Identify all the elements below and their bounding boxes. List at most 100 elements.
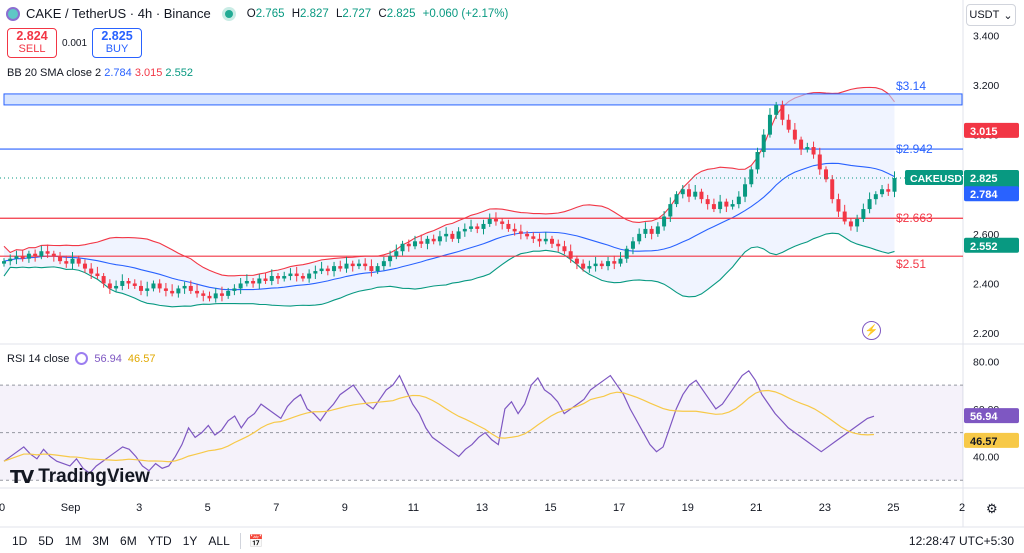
bb-upper-tag-text: 3.015 — [970, 126, 998, 138]
candle-body — [892, 178, 897, 192]
candle-body — [300, 276, 305, 279]
rsi-legend[interactable]: RSI 14 close 56.94 46.57 — [7, 352, 156, 365]
x-tick-label: 5 — [205, 502, 211, 514]
candle-body — [612, 261, 617, 264]
candle-body — [705, 199, 710, 205]
candle-body — [873, 194, 878, 200]
level-label: $2.51 — [896, 257, 926, 271]
candle-body — [406, 243, 411, 247]
candle-body — [724, 201, 729, 207]
x-tick-label: 19 — [682, 502, 694, 514]
candle-body — [232, 288, 237, 291]
candle-body — [437, 236, 442, 242]
candle-body — [95, 273, 100, 277]
candle-body — [848, 221, 853, 227]
timeframe-ytd[interactable]: YTD — [147, 533, 172, 548]
candle-body — [531, 236, 536, 239]
clock[interactable]: 12:28:47 UTC+5:30 — [908, 534, 1014, 548]
candle-body — [824, 169, 828, 180]
tradingview-logo-icon: 𝗧𝗩 — [10, 466, 34, 487]
x-tick-label: 25 — [887, 502, 899, 514]
candle-body — [817, 154, 822, 170]
candle-body — [319, 268, 324, 272]
resistance-zone — [3, 93, 963, 106]
candle-body — [730, 204, 735, 207]
candle-body — [743, 184, 748, 197]
candle-body — [680, 189, 685, 195]
candle-body — [450, 233, 455, 239]
buy-button[interactable]: 2.825 BUY — [92, 28, 142, 58]
currency-select[interactable]: USDT ⌄ — [966, 4, 1016, 26]
chart-header: CAKE / TetherUS · 4h · Binance O2.765 H2… — [6, 6, 512, 21]
symbol-tag — [905, 170, 963, 186]
candle-body — [668, 204, 673, 217]
candle-body — [606, 261, 611, 267]
candle-body — [269, 276, 274, 281]
bb-basis-line — [3, 162, 895, 291]
candle-body — [842, 211, 847, 222]
ohlc-values: O2.765 H2.827 L2.727 C2.825 +0.060 (+2.1… — [246, 7, 509, 20]
x-tick-label: 2 — [959, 502, 965, 514]
candle-body — [780, 104, 785, 120]
candle-body — [799, 139, 804, 150]
candle-body — [537, 238, 542, 242]
timeframe-5d[interactable]: 5D — [38, 533, 54, 548]
candle-body — [8, 258, 13, 262]
candle-body — [687, 189, 691, 197]
cake-logo-icon — [6, 6, 20, 21]
candle-body — [338, 266, 343, 269]
rsi-ma-tag — [964, 432, 1019, 448]
candle-body — [861, 209, 866, 219]
timeframe-3m[interactable]: 3M — [92, 533, 110, 548]
timeframe-selector: 1D 5D 1M 3M 6M YTD 1Y ALL — [12, 534, 230, 548]
flash-icon[interactable]: ⚡ — [862, 321, 881, 340]
candle-body — [76, 258, 81, 264]
candle-body — [263, 278, 268, 281]
bb-legend[interactable]: BB 20 SMA close 2 2.784 3.015 2.552 — [7, 67, 193, 79]
candle-body — [792, 129, 797, 140]
candle-body — [736, 196, 741, 205]
bb-upper-tag — [964, 122, 1019, 138]
candle-body — [774, 104, 779, 115]
candle-body — [643, 228, 648, 234]
candle-body — [593, 263, 598, 267]
candle-body — [469, 226, 474, 229]
calendar-range-icon[interactable]: 📅 — [248, 533, 264, 548]
level-label: $2.942 — [896, 142, 933, 156]
candle-body — [811, 147, 816, 155]
symbol-title[interactable]: CAKE / TetherUS · 4h · Binance — [26, 6, 211, 21]
candle-body — [481, 223, 486, 229]
sell-button[interactable]: 2.824 SELL — [7, 28, 57, 58]
timeframe-all[interactable]: ALL — [208, 533, 230, 548]
candle-body — [525, 233, 530, 237]
y-tick-label: 3.200 — [973, 80, 999, 92]
candle-body — [157, 283, 162, 289]
x-tick-label: 21 — [750, 502, 762, 514]
candle-body — [201, 293, 206, 296]
settings-icon[interactable]: ⚙ — [986, 501, 998, 516]
candle-body — [70, 258, 75, 264]
timeframe-1d[interactable]: 1D — [12, 533, 28, 548]
timeframe-6m[interactable]: 6M — [120, 533, 137, 548]
x-tick-label: 13 — [476, 502, 488, 514]
x-tick-label: 7 — [273, 502, 279, 514]
candle-body — [151, 283, 156, 289]
rsi-tick-label: 40.00 — [973, 451, 999, 463]
candle-body — [456, 231, 461, 239]
y-tick-label: 3.400 — [973, 30, 999, 42]
timeframe-1m[interactable]: 1M — [64, 533, 82, 548]
candle-body — [805, 147, 810, 150]
candle-body — [581, 263, 586, 269]
candle-body — [375, 266, 380, 272]
candle-body — [562, 246, 567, 252]
candle-body — [836, 199, 841, 212]
candle-body — [587, 266, 592, 269]
candle-body — [213, 293, 218, 299]
candle-body — [344, 263, 349, 269]
candle-body — [512, 228, 517, 232]
timeframe-1y[interactable]: 1Y — [182, 533, 198, 548]
rsi-line — [3, 369, 875, 474]
candle-body — [126, 280, 131, 284]
x-tick-label: 0 — [0, 502, 5, 514]
